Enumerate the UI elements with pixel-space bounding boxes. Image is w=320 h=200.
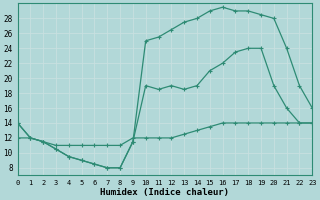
X-axis label: Humidex (Indice chaleur): Humidex (Indice chaleur) — [100, 188, 229, 197]
